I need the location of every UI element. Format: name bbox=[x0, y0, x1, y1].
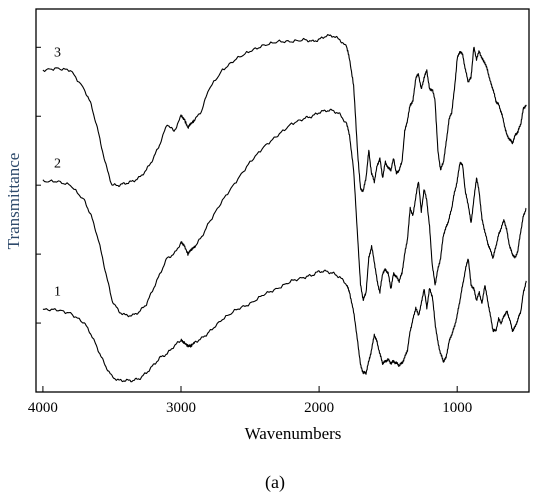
tick-layer: 4000 3000 2000 1000 bbox=[28, 46, 472, 416]
series-line-1 bbox=[42, 258, 527, 383]
x-tick-label-3000: 3000 bbox=[166, 400, 196, 416]
series-label-2: 2 bbox=[54, 156, 61, 171]
series-line-3 bbox=[42, 34, 527, 193]
series-line-2 bbox=[42, 108, 527, 318]
x-tick-label-2000: 2000 bbox=[304, 400, 334, 416]
x-tick-label-4000: 4000 bbox=[28, 400, 58, 416]
y-axis-label: Transmittance bbox=[4, 153, 23, 250]
series-layer bbox=[42, 34, 527, 383]
plot-frame bbox=[35, 8, 530, 393]
figure-caption: (a) bbox=[265, 472, 285, 493]
x-tick-label-1000: 1000 bbox=[442, 400, 472, 416]
label-layer: 1 2 3 bbox=[54, 45, 61, 299]
x-axis-label: Wavenumbers bbox=[245, 424, 342, 443]
series-label-1: 1 bbox=[54, 285, 61, 300]
series-label-3: 3 bbox=[54, 45, 61, 60]
